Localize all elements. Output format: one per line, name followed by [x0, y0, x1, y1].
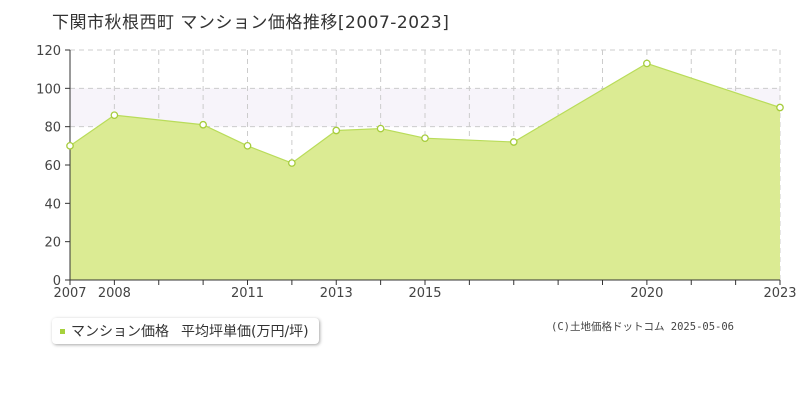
legend-marker	[60, 328, 65, 334]
price-area-chart: 0 20 40 60 80 100 120 2007 2008 2011 2013 2015 2020 2…	[36, 44, 796, 300]
chart-legend: マンション価格 平均坪単価(万円/坪)	[52, 318, 319, 344]
x-tick-label: 2007	[53, 286, 86, 300]
y-tick-label: 80	[44, 121, 61, 136]
data-point	[243, 141, 252, 150]
data-point	[199, 120, 207, 129]
y-tick-label: 60	[44, 159, 61, 174]
chart-title: 下関市秋根西町 マンション価格推移[2007-2023]	[52, 13, 450, 33]
x-tick-label: 2011	[231, 286, 264, 300]
legend-series-label: マンション価格	[71, 324, 169, 340]
series-area	[70, 63, 780, 280]
data-point	[66, 141, 74, 150]
data-point	[288, 159, 296, 167]
data-point	[776, 103, 784, 112]
x-tick-label: 2023	[763, 286, 796, 300]
y-tick-label: 40	[44, 197, 61, 212]
source-credit: (C)土地価格ドットコム 2025-05-06	[551, 321, 735, 333]
y-tick-label: 100	[36, 82, 61, 97]
data-point	[110, 111, 119, 120]
x-tick-label: 2020	[630, 286, 663, 300]
data-point	[643, 59, 651, 68]
y-tick-label: 20	[44, 236, 61, 251]
data-point	[332, 126, 341, 135]
y-tick-label: 120	[36, 44, 61, 59]
data-point	[509, 138, 518, 146]
x-tick-label: 2015	[408, 286, 441, 300]
data-point	[376, 124, 385, 133]
y-tick-label: 0	[53, 274, 61, 289]
legend-unit-label: 平均坪単価(万円/坪)	[181, 324, 309, 340]
x-tick-label: 2008	[98, 286, 131, 300]
data-point	[421, 134, 429, 143]
x-tick-label: 2013	[320, 286, 353, 300]
